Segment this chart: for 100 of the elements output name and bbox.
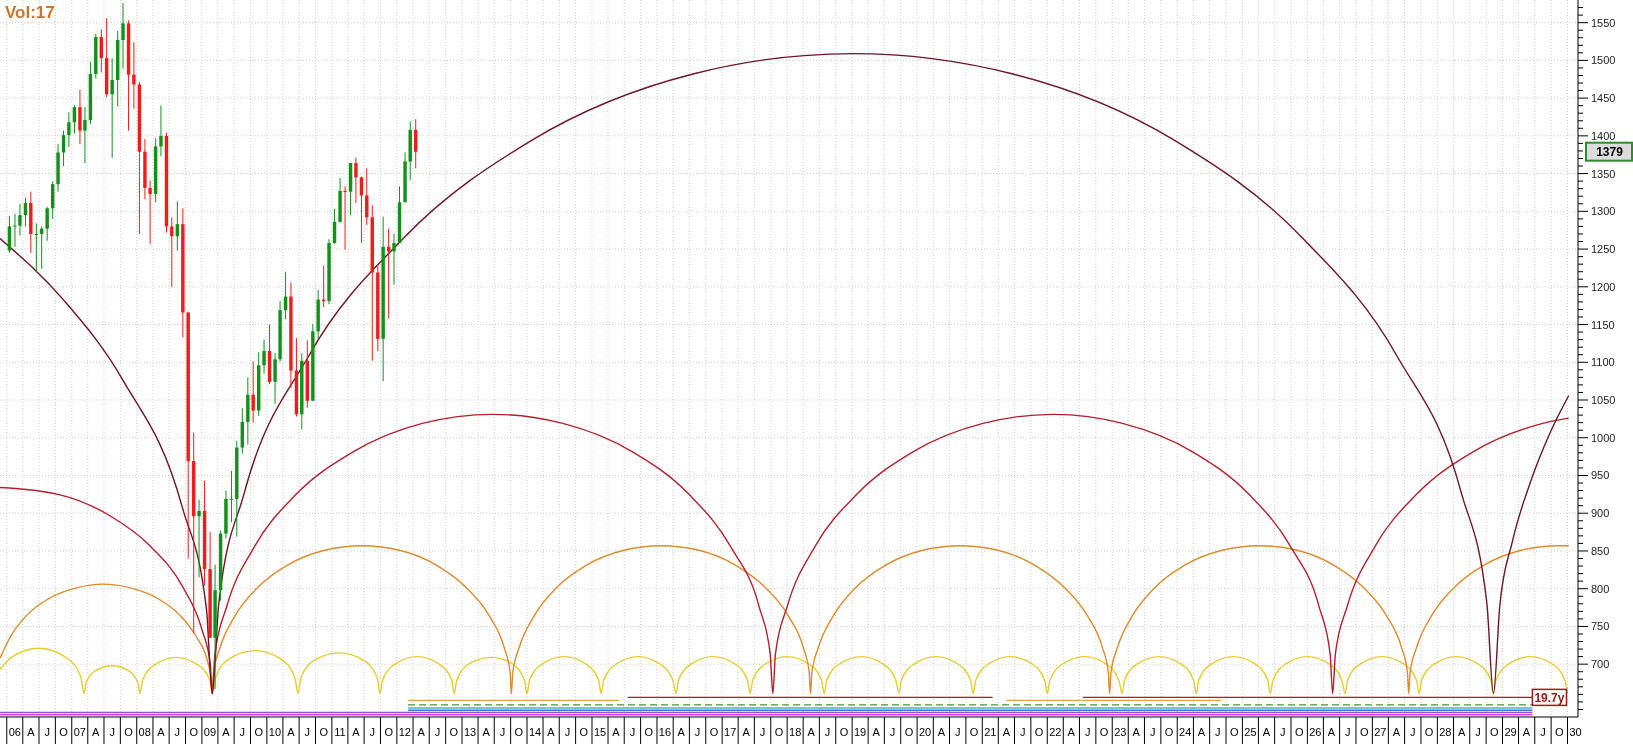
x-tick-label: J [174,726,181,738]
y-tick-label: 1350 [1591,167,1616,180]
x-tick-label: A [937,726,946,738]
x-tick-label: 25 [1244,726,1257,738]
x-tick-label: A [547,726,556,738]
x-tick-label: J [369,726,376,738]
x-tick-label: A [1457,726,1466,738]
line-series [0,413,1570,695]
candlestick [273,352,277,405]
x-tick-label: J [889,726,896,738]
candlestick [83,106,87,164]
x-tick-label: J [44,726,50,738]
x-tick-label: 07 [73,726,86,738]
x-tick-label: 29 [1504,726,1517,738]
x-tick-label: 10 [268,726,282,738]
x-tick-label: 22 [1049,726,1062,738]
x-tick-label: O [254,726,264,738]
x-tick-label: J [1019,726,1026,738]
x-tick-label: 21 [984,726,997,738]
candlestick [229,470,234,523]
x-tick-label: A [27,726,36,738]
y-tick-label: 1050 [1591,394,1616,407]
x-tick-label: A [1522,726,1531,738]
y-tick-label: 900 [1591,507,1610,520]
y-tick-label: 750 [1591,620,1610,633]
x-tick-label: O [514,726,524,738]
y-tick-label: 950 [1591,469,1610,482]
y-tick-label: 1550 [1591,16,1616,29]
x-tick-label: O [59,726,69,738]
x-tick-label: A [1002,726,1011,738]
y-tick-label: 1250 [1591,243,1616,256]
candlestick [110,57,114,159]
candlestick [45,206,49,242]
y-tick-label: 1100 [1591,356,1615,369]
x-tick-label: A [352,726,361,738]
x-tick-label: J [759,726,766,738]
x-tick-label: J [1345,726,1351,738]
candlestick [78,89,82,145]
x-tick-label: O [1555,726,1565,738]
x-tick-label: O [1099,726,1109,738]
x-tick-label: O [1359,726,1369,738]
y-tick-label: 1000 [1591,431,1616,444]
y-tick-label: 700 [1591,658,1610,671]
x-tick-label: O [839,726,849,738]
x-tick-label: 12 [398,726,411,738]
x-tick-label: A [1392,726,1401,738]
x-tick-label: 08 [138,726,151,738]
x-tick-label: 13 [463,726,477,738]
x-tick-label: A [1197,726,1206,738]
x-tick-label: J [629,726,636,738]
x-tick-label: O [1294,726,1304,738]
x-tick-label: J [1410,726,1416,738]
candlestick [159,105,163,157]
x-tick-label: 18 [789,726,802,738]
x-tick-label: 09 [203,726,217,738]
x-tick-label: A [612,726,621,738]
candlestick [392,233,396,286]
y-tick-label: 1400 [1591,129,1616,142]
x-tick-label: A [92,726,101,738]
x-tick-label: J [499,726,506,738]
x-tick-label: J [109,726,115,738]
x-tick-label: 15 [593,726,607,738]
candlestick [34,222,39,273]
x-tick-label: 11 [334,726,346,738]
candlestick [262,339,266,375]
chart-title: Vol:17 [5,3,55,22]
candlestick [67,111,71,148]
line-series [0,544,1570,695]
candlestick [18,203,22,236]
x-tick-label: 20 [918,726,932,738]
x-tick-label: A [157,726,166,738]
x-tick-label: A [1067,726,1076,738]
x-tick-label: O [1424,726,1434,738]
x-tick-label: A [677,726,686,738]
x-tick-label: A [1327,726,1336,738]
x-tick-label: 06 [8,726,21,738]
x-tick-label: J [239,726,246,738]
x-tick-label: 24 [1179,726,1192,738]
text: 1379 [1596,145,1624,160]
candlestick [197,499,201,578]
candlestick [121,2,125,70]
x-tick-label: 16 [658,726,672,738]
x-tick-label: O [709,726,719,738]
x-tick-label: O [189,726,199,738]
x-tick-label: 27 [1374,726,1387,738]
x-tick-label: J [1540,726,1546,738]
x-tick-label: A [1262,726,1271,738]
x-tick-label: A [417,726,426,738]
x-tick-label: J [434,726,441,738]
x-tick-label: O [644,726,654,738]
candlestick [251,361,255,424]
x-tick-label: O [449,726,459,738]
x-tick-label: J [1215,726,1221,738]
candlestick [354,157,358,204]
x-tick-label: J [1280,726,1286,738]
candlestick [343,185,347,251]
x-tick-label: A [742,726,751,738]
x-tick-label: O [384,726,394,738]
x-tick-label: 26 [1309,726,1322,738]
x-tick-label: 17 [724,726,737,738]
